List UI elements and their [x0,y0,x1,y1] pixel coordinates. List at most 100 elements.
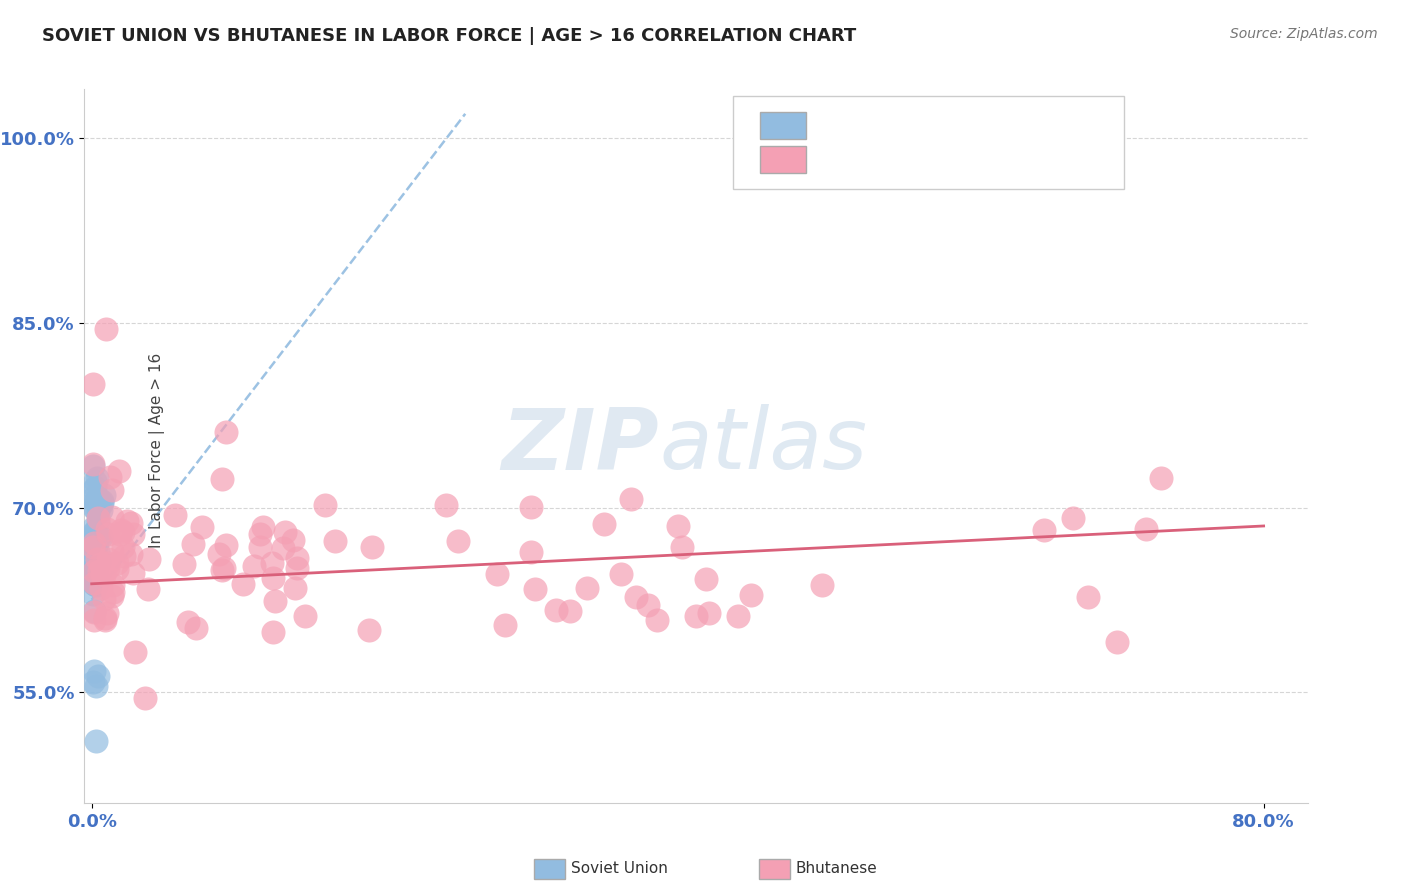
Point [221,581,243,595]
FancyBboxPatch shape [754,114,1102,203]
Point [262,537,284,551]
Point [350,534,373,549]
Point [177,531,200,545]
Point [177,494,200,508]
Point [173,384,195,399]
Point [209,641,232,656]
Point [173,522,195,536]
Point [173,611,195,625]
Point [180,531,202,545]
Point [172,585,194,599]
Point [190,485,212,500]
Point [291,430,314,444]
Text: 0.115: 0.115 [896,166,952,184]
Point [720,604,742,618]
Point [180,498,202,512]
Point [567,581,589,595]
Point [205,547,228,561]
Point [342,542,364,557]
Point [323,521,346,535]
Point [208,566,231,580]
Point [174,674,197,689]
Point [1111,524,1133,538]
Point [287,475,309,490]
Point [176,568,198,582]
Point [190,588,212,602]
Point [562,501,585,516]
Point [361,607,384,622]
Point [173,575,195,590]
Point [174,540,197,554]
Point [627,518,650,533]
Point [190,511,212,525]
Point [194,556,217,570]
Point [585,601,607,615]
Point [186,557,208,571]
FancyBboxPatch shape [778,161,818,188]
Text: N =: N = [960,133,1000,151]
Text: SOVIET UNION VS BHUTANESE IN LABOR FORCE | AGE > 16 CORRELATION CHART: SOVIET UNION VS BHUTANESE IN LABOR FORCE… [42,27,856,45]
Point [332,556,354,570]
Point [187,473,209,487]
Point [747,607,769,622]
Point [655,588,678,602]
Point [180,566,202,581]
Point [388,535,411,549]
Text: atlas: atlas [688,409,896,492]
Point [181,491,204,505]
Point [173,564,195,578]
Text: ZIP: ZIP [530,409,688,492]
Point [173,572,195,586]
Point [291,539,314,553]
Point [181,567,204,582]
Point [173,568,195,582]
Text: Bhutanese: Bhutanese [796,862,877,876]
Point [173,604,195,618]
Point [322,541,344,555]
Point [420,541,443,555]
Y-axis label: In Labor Force | Age > 16: In Labor Force | Age > 16 [149,353,165,548]
Point [174,498,197,512]
Point [693,521,716,535]
Text: 49: 49 [1018,133,1043,151]
Point [253,558,276,572]
Point [194,561,217,575]
Point [176,728,198,742]
Text: R =: R = [835,166,875,184]
Point [287,563,309,577]
Point [174,497,197,511]
Point [177,665,200,679]
Point [195,467,218,482]
Point [718,572,741,586]
Point [179,557,201,571]
Point [198,541,221,555]
Point [186,561,208,575]
Point [172,671,194,685]
Point [1045,513,1067,527]
Point [186,552,208,566]
Text: R =: R = [835,133,875,151]
Point [1059,589,1081,603]
Point [176,552,198,566]
Point [333,570,356,584]
Point [643,567,665,582]
Point [173,526,195,541]
Point [183,611,205,625]
Point [174,573,197,587]
Point [179,555,201,569]
Point [176,493,198,508]
Point [596,603,619,617]
Point [335,592,357,607]
Point [270,522,292,536]
Point [562,546,585,560]
Point [332,623,354,637]
Point [186,604,208,618]
Point [173,485,195,500]
Point [180,506,202,520]
Point [1019,524,1042,539]
Point [343,526,366,541]
Point [174,477,197,491]
Point [174,559,197,574]
Point [173,493,195,508]
Point [197,528,219,542]
